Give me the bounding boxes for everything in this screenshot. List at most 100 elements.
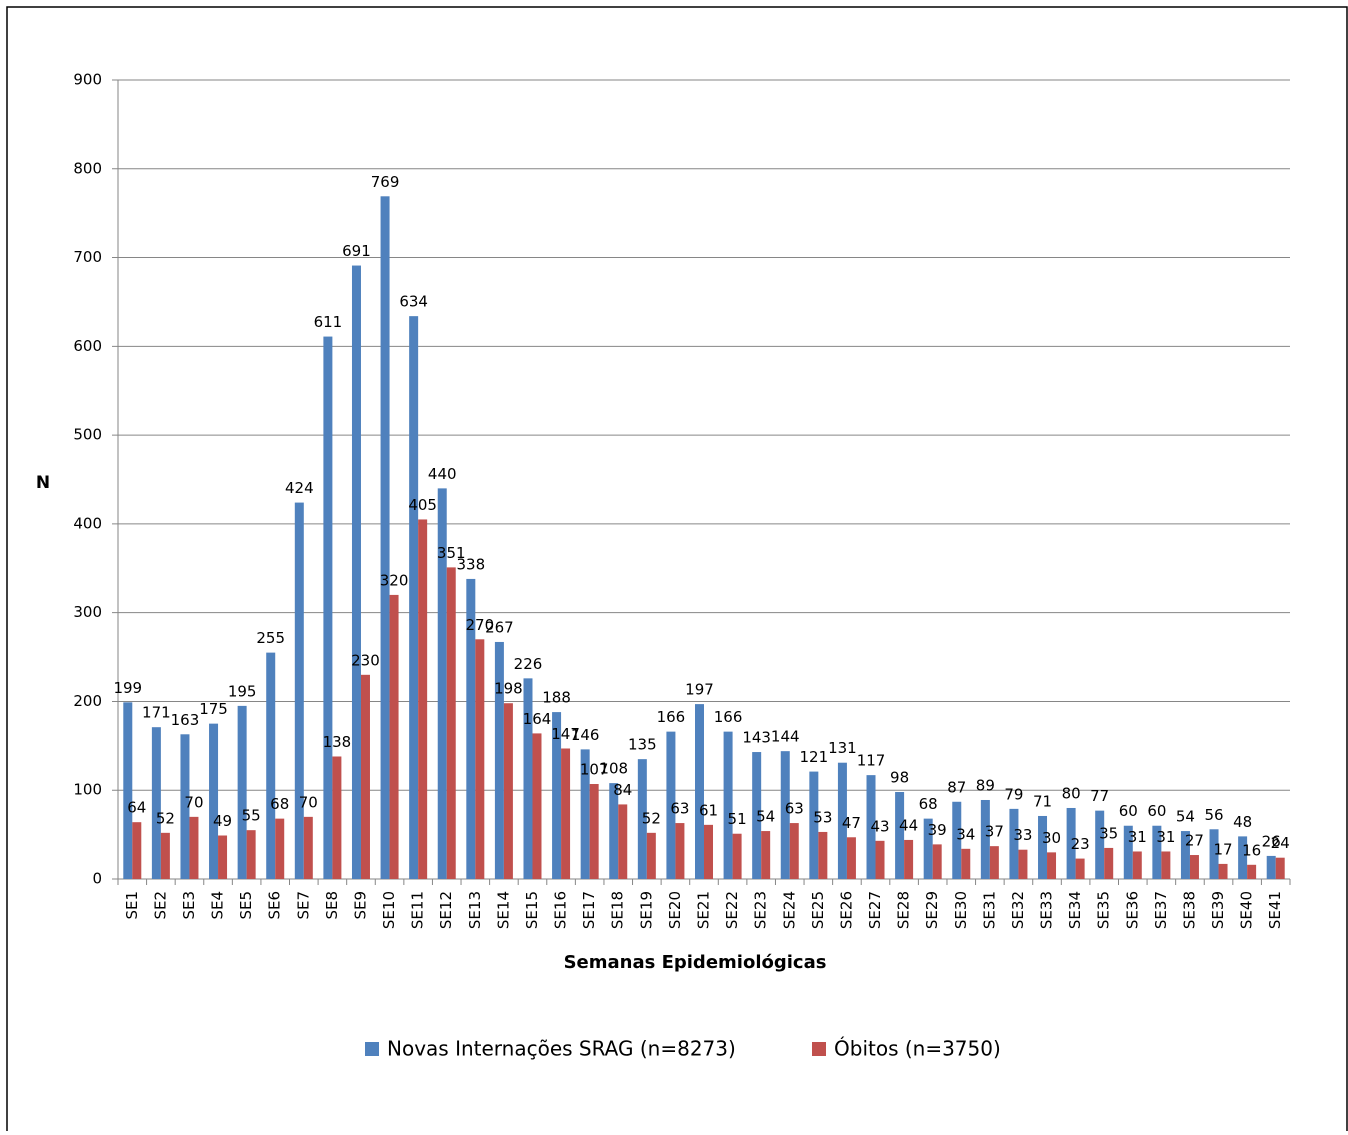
bar [1104,847,1114,879]
bar [1038,815,1048,879]
bar [360,674,370,879]
bar [1152,825,1162,879]
bar [552,712,562,879]
y-tick-label: 600 [73,337,102,355]
x-tick-label: SE5 [237,891,255,920]
bar [618,804,628,879]
x-tick-label: SE16 [552,891,570,929]
x-tick-label: SE33 [1038,891,1056,929]
x-tick-label: SE30 [952,891,970,929]
bar [132,822,142,879]
y-tick-label: 500 [73,426,102,444]
value-label: 769 [371,173,400,191]
bar [809,771,819,879]
value-label: 27 [1185,832,1204,850]
x-tick-label: SE37 [1152,891,1170,929]
x-tick-label: SE7 [294,891,312,920]
value-label: 107 [580,761,609,779]
value-label: 52 [642,809,661,827]
bar [1066,807,1076,879]
value-label: 70 [299,793,318,811]
value-label: 52 [156,809,175,827]
bar [209,723,219,879]
bar [494,641,504,879]
value-label: 84 [613,781,632,799]
value-label: 121 [800,748,829,766]
bar [1238,836,1248,879]
bar [904,839,914,879]
value-label: 166 [714,708,743,726]
bar [294,502,304,879]
bar [275,818,285,879]
y-axis-title: N [36,473,50,493]
bar [818,831,828,879]
x-tick-label: SE2 [151,891,169,920]
y-tick-label: 300 [73,603,102,621]
value-label: 108 [599,760,628,778]
bar [1095,810,1105,879]
x-tick-label: SE4 [209,891,227,920]
value-label: 60 [1147,802,1166,820]
value-label: 98 [890,768,909,786]
bar [895,791,905,879]
value-label: 33 [1013,826,1032,844]
value-label: 44 [899,816,918,834]
bar [503,703,513,879]
value-label: 23 [1071,835,1090,853]
bar [723,731,733,879]
value-label: 147 [551,725,580,743]
x-tick-label: SE6 [266,891,284,920]
x-tick-label: SE39 [1209,891,1227,929]
value-label: 197 [685,681,714,699]
value-label: 17 [1213,840,1232,858]
bar [303,816,313,879]
legend-label: Óbitos (n=3750) [834,1037,1001,1061]
value-label: 691 [342,242,371,260]
x-tick-label: SE19 [637,891,655,929]
value-label: 16 [1242,841,1261,859]
value-label: 68 [270,795,289,813]
bar [952,801,962,879]
value-label: 199 [113,679,142,697]
x-tick-label: SE27 [866,891,884,929]
value-label: 131 [828,739,857,757]
value-label: 198 [494,680,523,698]
x-tick-label: SE21 [695,891,713,929]
bar [875,840,885,879]
bar [409,316,419,879]
bar [837,762,847,879]
bar [980,799,990,879]
bar [780,751,790,879]
value-label: 61 [699,801,718,819]
bar [1218,863,1228,879]
bar [180,734,190,879]
bar [380,196,390,879]
bar [123,702,133,879]
x-tick-label: SE36 [1123,891,1141,929]
x-tick-label: SE34 [1066,891,1084,929]
x-tick-label: SE20 [666,891,684,929]
value-label: 175 [199,700,228,718]
value-label: 31 [1156,828,1175,846]
legend-swatch [812,1042,826,1056]
x-tick-label: SE31 [980,891,998,929]
bar [589,784,599,879]
bar [789,823,799,879]
x-tick-label: SE14 [494,891,512,929]
bar [1180,831,1190,879]
value-label: 144 [771,728,800,746]
y-tick-label: 400 [73,514,102,532]
value-label: 143 [742,729,771,747]
bar [1161,851,1171,879]
x-tick-label: SE8 [323,891,341,920]
bar [732,833,742,879]
value-label: 195 [228,682,257,700]
bar [475,639,485,879]
value-label: 56 [1204,806,1223,824]
bar [266,652,276,879]
y-tick-label: 0 [92,870,102,888]
value-label: 51 [728,810,747,828]
bar [1247,864,1257,879]
value-label: 89 [976,776,995,794]
x-tick-label: SE3 [180,891,198,920]
